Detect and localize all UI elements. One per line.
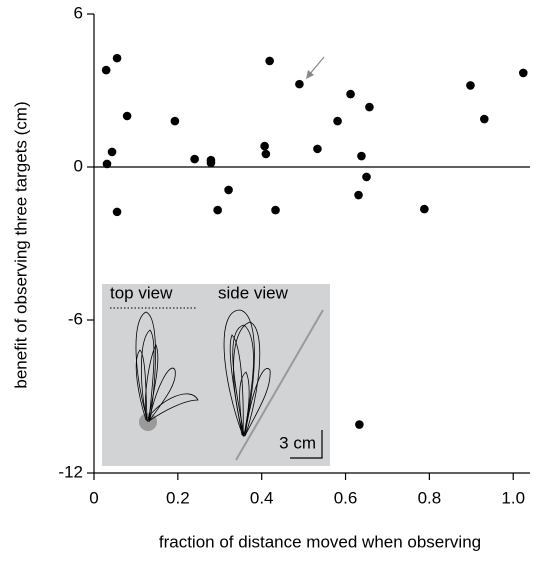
data-point — [313, 144, 322, 154]
x-tick-label: 1.0 — [501, 488, 525, 507]
data-point — [365, 102, 374, 112]
y-tick-label: 6 — [74, 3, 83, 22]
y-tick-label: -6 — [68, 309, 83, 328]
inset-background — [102, 284, 330, 466]
data-point — [355, 420, 364, 429]
data-point — [213, 205, 222, 215]
inset: top view side view 3 cm — [102, 283, 330, 466]
data-point — [112, 207, 122, 217]
data-point — [362, 172, 371, 182]
data-point — [466, 81, 475, 90]
x-tick-label: 0.8 — [418, 488, 442, 507]
data-point — [354, 190, 363, 200]
data-point — [518, 68, 528, 78]
scale-label: 3 cm — [279, 433, 316, 452]
y-tick-label: 0 — [74, 156, 83, 175]
trajectories — [135, 309, 271, 438]
data-point — [224, 185, 233, 195]
data-point — [112, 53, 122, 63]
data-point — [206, 158, 216, 168]
y-tick-label: -12 — [58, 462, 83, 481]
annotation-arrow — [308, 56, 325, 76]
scale-bar — [290, 430, 323, 459]
data-point — [420, 204, 429, 214]
x-axis-label: fraction of distance moved when observin… — [159, 532, 481, 551]
data-point — [480, 114, 489, 124]
data-point — [271, 205, 280, 215]
annotation-arrowhead — [306, 70, 314, 79]
y-axis-label: benefit of observing three targets (cm) — [11, 101, 30, 388]
data-point — [107, 147, 117, 157]
data-point — [295, 79, 304, 89]
inset-label: side view — [218, 283, 289, 302]
data-point — [170, 116, 180, 126]
x-tick-label: 0.2 — [166, 488, 190, 507]
ground-line — [235, 309, 324, 461]
inset-label: top view — [110, 283, 173, 302]
data-point — [333, 116, 342, 126]
data-point — [102, 159, 112, 169]
x-tick-label: 0.6 — [334, 488, 358, 507]
data-point — [261, 149, 271, 159]
data-point — [357, 151, 366, 161]
x-tick-label: 0.4 — [250, 488, 274, 507]
data-point — [190, 154, 199, 164]
data-point — [122, 111, 132, 121]
data-point — [346, 89, 355, 99]
x-tick-label: 0 — [89, 488, 98, 507]
data-point — [101, 65, 111, 75]
data-point — [265, 56, 274, 66]
data-point — [260, 141, 269, 151]
